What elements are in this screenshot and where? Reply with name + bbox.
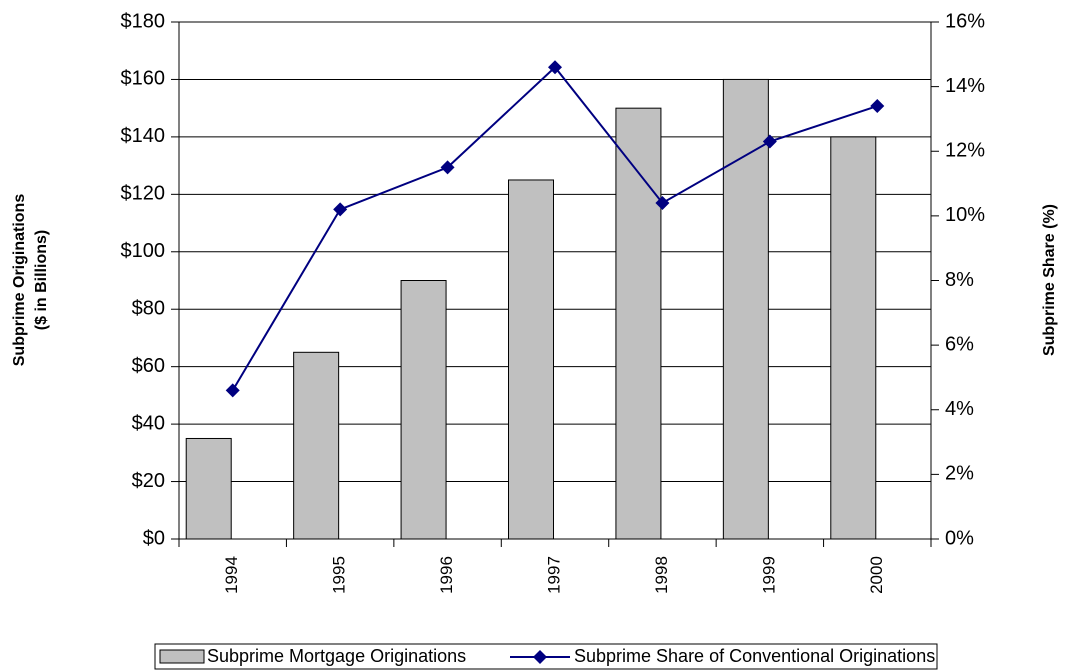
legend-swatch [159, 649, 205, 664]
y-axis-title: Subprime Originations [11, 194, 28, 367]
y-tick-label: $20 [132, 470, 165, 492]
legend-label: Subprime Share of Conventional Originati… [574, 646, 935, 666]
marker [655, 195, 670, 210]
marker [548, 60, 562, 75]
y2-tick-label: 2% [945, 463, 974, 485]
marker [225, 383, 240, 398]
y2-tick-label: 14% [945, 75, 985, 97]
bar [830, 136, 877, 540]
bar [508, 179, 554, 540]
y2-tick-label: 16% [945, 10, 985, 32]
x-tick-label: 1999 [759, 556, 778, 594]
legend-swatch [533, 650, 547, 664]
marker [333, 202, 348, 217]
marker [440, 160, 455, 175]
y-tick-label: $100 [121, 240, 166, 262]
marker [762, 134, 777, 149]
x-tick-label: 1998 [652, 556, 671, 594]
line [231, 65, 878, 391]
bar [185, 437, 232, 540]
x-tick-label: 1994 [222, 556, 241, 594]
bar [400, 280, 447, 540]
y2-tick-label: 10% [945, 204, 985, 226]
marker [870, 99, 885, 114]
y2-tick-label: 12% [945, 140, 985, 162]
y2-tick-label: 0% [945, 527, 974, 549]
y2-tick-label: 6% [945, 333, 974, 355]
legend-label: Subprime Mortgage Originations [207, 646, 466, 666]
y-tick-label: $140 [121, 125, 166, 147]
x-tick-label: 1996 [437, 556, 456, 594]
y2-tick-label: 4% [945, 398, 974, 420]
bar [293, 351, 340, 540]
y-tick-label: $40 [132, 412, 165, 434]
y-tick-label: $160 [121, 68, 166, 90]
y-tick-label: $60 [132, 355, 165, 377]
x-tick-label: 2000 [867, 556, 886, 594]
y-tick-label: $80 [132, 298, 165, 320]
y2-axis-title: Subprime Share (%) [1041, 204, 1058, 356]
y2-tick-label: 8% [945, 269, 974, 291]
y-tick-label: $0 [143, 527, 165, 549]
bar [722, 78, 769, 540]
y-tick-label: $180 [121, 10, 166, 32]
x-tick-label: 1997 [544, 556, 563, 594]
bar [615, 107, 662, 540]
x-tick-label: 1995 [330, 556, 349, 594]
y-axis-title: ($ in Billions) [33, 230, 50, 330]
y-tick-label: $120 [121, 183, 166, 205]
